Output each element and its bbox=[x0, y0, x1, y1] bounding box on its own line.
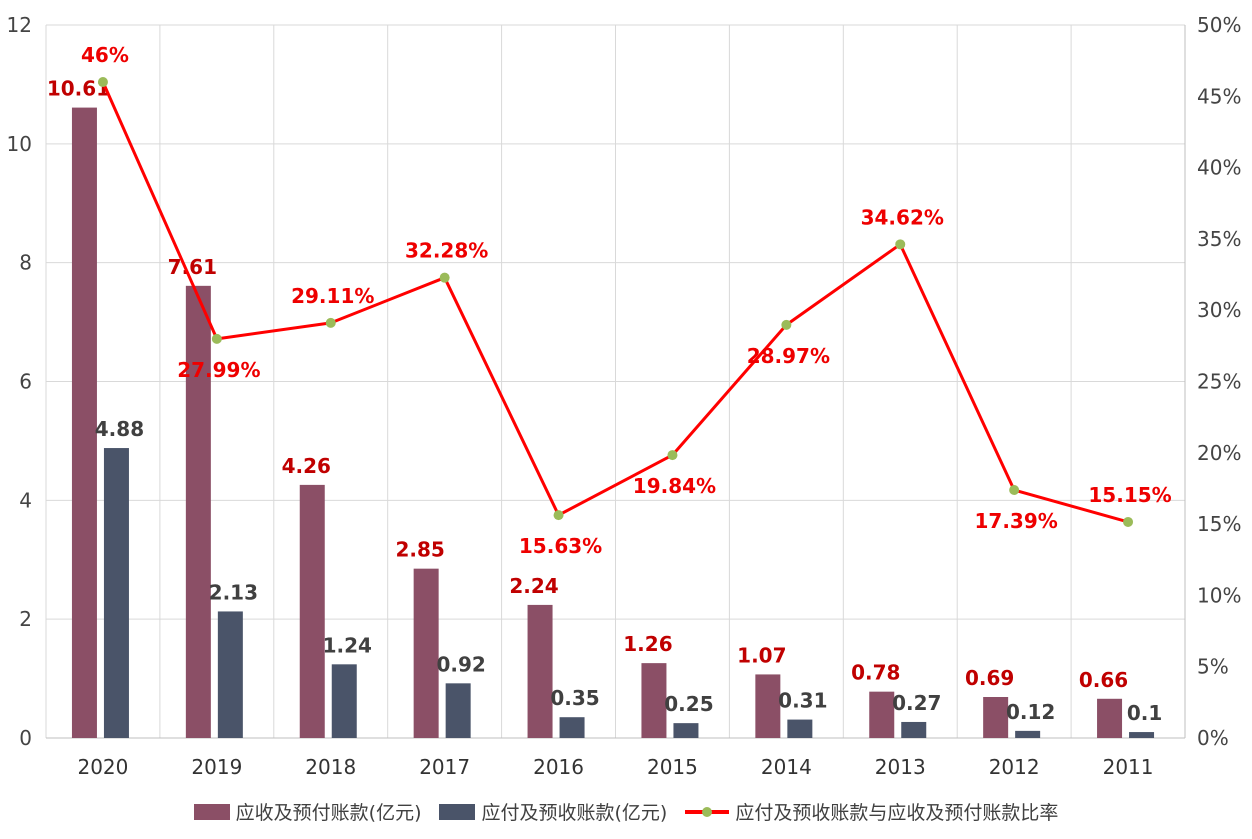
ratio-marker bbox=[1123, 516, 1134, 527]
ratio-marker bbox=[439, 272, 450, 283]
y-right-tick: 30% bbox=[1197, 298, 1241, 322]
y-right-tick: 0% bbox=[1197, 726, 1229, 750]
legend-item-ratio: 应付及预收账款与应收及预付账款比率 bbox=[685, 798, 1058, 825]
data-label-receivables: 0.78 bbox=[851, 661, 900, 685]
y-right-tick: 20% bbox=[1197, 441, 1241, 465]
data-label-receivables: 1.26 bbox=[623, 632, 672, 656]
data-label-ratio: 27.99% bbox=[177, 358, 260, 382]
bar-payables bbox=[331, 664, 357, 738]
data-label-ratio: 34.62% bbox=[861, 205, 944, 229]
data-label-payables: 1.24 bbox=[323, 633, 372, 657]
x-tick: 2013 bbox=[875, 755, 926, 779]
legend-label-receivables: 应收及预付账款(亿元) bbox=[235, 802, 422, 824]
x-tick: 2011 bbox=[1103, 755, 1154, 779]
bar-payables bbox=[445, 683, 471, 738]
y-right-tick: 5% bbox=[1197, 655, 1229, 679]
x-tick: 2018 bbox=[305, 755, 356, 779]
bar-receivables bbox=[527, 604, 553, 738]
bar-receivables bbox=[413, 568, 439, 738]
legend-item-receivables: 应收及预付账款(亿元) bbox=[193, 798, 422, 825]
bar-payables bbox=[901, 721, 927, 738]
legend-label-ratio: 应付及预收账款与应收及预付账款比率 bbox=[735, 802, 1059, 824]
y-right-tick: 50% bbox=[1197, 13, 1241, 37]
y-left-tick: 6 bbox=[19, 370, 32, 394]
bar-payables bbox=[103, 448, 129, 738]
legend: 应收及预付账款(亿元) 应付及预收账款(亿元) 应付及预收账款与应收及预付账款比… bbox=[0, 798, 1252, 825]
ratio-marker bbox=[97, 77, 108, 88]
data-label-payables: 0.31 bbox=[778, 689, 827, 713]
bar-payables bbox=[673, 723, 699, 738]
x-tick: 2012 bbox=[989, 755, 1040, 779]
bar-receivables bbox=[755, 674, 781, 738]
legend-item-payables: 应付及预收账款(亿元) bbox=[439, 798, 667, 825]
y-left-tick: 8 bbox=[19, 251, 32, 275]
x-tick: 2020 bbox=[77, 755, 128, 779]
ratio-marker bbox=[553, 510, 564, 521]
ratio-marker bbox=[667, 450, 678, 461]
y-left-tick: 0 bbox=[19, 726, 32, 750]
data-label-receivables: 2.85 bbox=[395, 538, 444, 562]
bar-payables bbox=[1015, 730, 1041, 738]
data-label-payables: 4.88 bbox=[95, 417, 144, 441]
x-tick: 2014 bbox=[761, 755, 812, 779]
x-tick: 2019 bbox=[191, 755, 242, 779]
bar-receivables bbox=[641, 663, 667, 738]
bar-payables bbox=[559, 717, 585, 738]
bar-receivables bbox=[1097, 698, 1123, 738]
data-label-ratio: 28.97% bbox=[747, 344, 830, 368]
y-right-tick: 25% bbox=[1197, 370, 1241, 394]
data-label-ratio: 19.84% bbox=[633, 474, 716, 498]
y-right-tick: 10% bbox=[1197, 583, 1241, 607]
y-right-tick: 15% bbox=[1197, 512, 1241, 536]
x-tick: 2017 bbox=[419, 755, 470, 779]
data-label-receivables: 7.61 bbox=[168, 255, 217, 279]
data-label-ratio: 29.11% bbox=[291, 284, 374, 308]
y-right-tick: 40% bbox=[1197, 156, 1241, 180]
data-label-ratio: 15.63% bbox=[519, 534, 602, 558]
data-label-payables: 0.27 bbox=[892, 691, 941, 715]
y-left-tick: 12 bbox=[7, 13, 32, 37]
y-left-tick: 4 bbox=[19, 488, 32, 512]
data-label-receivables: 4.26 bbox=[282, 454, 331, 478]
data-label-receivables: 1.07 bbox=[737, 643, 786, 667]
data-label-payables: 2.13 bbox=[209, 580, 258, 604]
bar-payables bbox=[217, 611, 243, 738]
data-label-ratio: 17.39% bbox=[974, 509, 1057, 533]
data-label-ratio: 46% bbox=[81, 43, 129, 67]
legend-swatch-receivables bbox=[193, 803, 230, 820]
data-label-ratio: 32.28% bbox=[405, 239, 488, 263]
ratio-marker bbox=[1009, 485, 1020, 496]
legend-swatch-payables bbox=[439, 803, 476, 820]
legend-label-payables: 应付及预收账款(亿元) bbox=[481, 802, 668, 824]
data-label-payables: 0.92 bbox=[436, 652, 485, 676]
y-right-tick: 35% bbox=[1197, 227, 1241, 251]
data-label-payables: 0.1 bbox=[1127, 701, 1162, 725]
data-label-receivables: 2.24 bbox=[509, 574, 558, 598]
chart: 0 2 4 6 8 10 12 0% 5% 10% 15% 20% 25% 30% 35% 40% 45% 50%… bbox=[7, 13, 1242, 779]
x-tick: 2016 bbox=[533, 755, 584, 779]
data-label-receivables: 0.66 bbox=[1079, 668, 1128, 692]
data-label-payables: 0.25 bbox=[664, 692, 713, 716]
bar-receivables bbox=[299, 484, 325, 738]
ratio-marker bbox=[211, 333, 222, 344]
bar-receivables bbox=[869, 691, 895, 738]
bar-payables bbox=[787, 719, 813, 738]
y-left-tick: 10 bbox=[7, 132, 32, 156]
bar-payables bbox=[1129, 732, 1155, 738]
ratio-marker bbox=[895, 239, 906, 250]
ratio-marker bbox=[325, 317, 336, 328]
data-label-payables: 0.35 bbox=[550, 686, 599, 710]
y-left-tick: 2 bbox=[19, 607, 32, 631]
y-right-tick: 45% bbox=[1197, 84, 1241, 108]
bar-receivables bbox=[983, 697, 1009, 738]
data-label-ratio: 15.15% bbox=[1088, 483, 1171, 507]
bar-receivables bbox=[71, 107, 97, 738]
ratio-line bbox=[101, 81, 1129, 524]
data-label-receivables: 0.69 bbox=[965, 666, 1014, 690]
data-label-payables: 0.12 bbox=[1006, 700, 1055, 724]
ratio-marker bbox=[781, 319, 792, 330]
legend-swatch-ratio bbox=[685, 804, 730, 820]
x-tick: 2015 bbox=[647, 755, 698, 779]
bar-receivables bbox=[185, 285, 211, 738]
